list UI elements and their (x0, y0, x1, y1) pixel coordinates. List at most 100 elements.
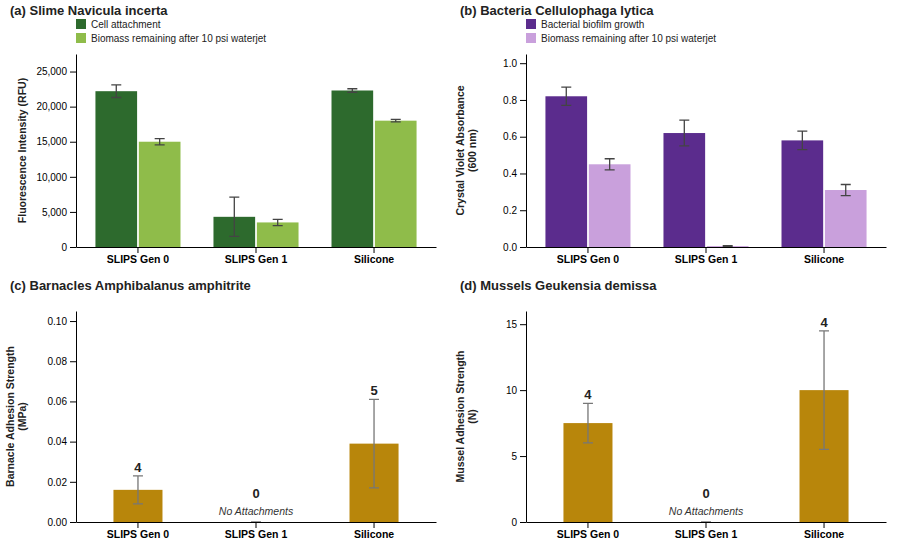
plot-area (545, 87, 866, 247)
y-tick-mark (70, 212, 76, 213)
y-tick-label: 0.8 (503, 95, 517, 106)
y-tick-label: 25,000 (36, 66, 67, 77)
legend-item: Cell attachment (76, 19, 161, 30)
x-tick-mark (706, 247, 707, 253)
bar (782, 140, 824, 247)
bar (332, 90, 374, 247)
error-bar (841, 185, 851, 196)
legend: Cell attachment Biomass remaining after 1… (76, 19, 266, 44)
error-bar (229, 197, 239, 236)
x-tick-label: Silicone (804, 528, 844, 540)
error-bar (605, 159, 615, 170)
count-label: 4 (134, 460, 142, 475)
bar (375, 121, 417, 247)
y-tick-mark (520, 247, 526, 248)
x-tick-label: SLIPS Gen 0 (107, 528, 170, 540)
y-tick-mark (70, 522, 76, 523)
y-axis-title-line: Fluorescence Intensity (RFU) (16, 78, 28, 223)
error-bar (561, 87, 571, 105)
y-tick-label: 0.10 (48, 316, 68, 327)
x-tick: SLIPS Gen 1 (675, 522, 738, 540)
x-tick-mark (374, 247, 375, 253)
error-bar (583, 403, 593, 443)
y-tick: 0 (61, 242, 76, 253)
y-tick-mark (70, 142, 76, 143)
y-axis-title-line: (600 nm) (466, 129, 478, 172)
y-tick-mark (520, 324, 526, 325)
y-tick: 0.08 (48, 356, 76, 367)
chart-title: (a) Slime Navicula incerta (10, 3, 168, 18)
plot-area (113, 399, 398, 522)
y-tick-label: 0.08 (48, 356, 68, 367)
y-tick: 0.10 (48, 316, 76, 327)
bar (589, 164, 631, 247)
y-tick-mark (70, 177, 76, 178)
x-tick-label: SLIPS Gen 0 (557, 253, 620, 265)
x-tick: Silicone (354, 247, 394, 265)
y-axis: 05,00010,00015,00020,00025,000 (36, 55, 76, 253)
y-axis-title: Fluorescence Intensity (RFU) (16, 78, 28, 223)
x-tick-mark (137, 247, 138, 253)
y-axis-line (526, 312, 527, 523)
bar (663, 133, 705, 247)
annotation: No Attachments (219, 505, 294, 517)
y-tick-mark (520, 173, 526, 174)
x-tick: SLIPS Gen 1 (675, 247, 738, 265)
x-tick-label: SLIPS Gen 0 (107, 253, 170, 265)
y-tick: 0.8 (503, 95, 526, 106)
y-axis-title-line: Barnacle Adhesion Strength (4, 346, 16, 487)
x-axis: SLIPS Gen 0SLIPS Gen 1Silicone (77, 522, 437, 540)
x-tick: Silicone (804, 522, 844, 540)
y-tick: 10 (506, 385, 526, 396)
plot-area (95, 85, 416, 247)
y-axis-title-line: (MPa) (16, 402, 28, 431)
y-tick-label: 5 (511, 451, 517, 462)
y-axis: 0.00 0.02 0.04 0.06 0.08 0.10 (48, 312, 77, 528)
y-tick: 0.2 (503, 205, 526, 216)
count-label: 5 (370, 383, 377, 398)
y-tick: 0.00 (48, 517, 76, 528)
y-tick: 25,000 (36, 66, 76, 77)
y-tick-mark (70, 107, 76, 108)
legend-item: Bacterial biofilm growth (526, 19, 644, 30)
panel: (c) Barnacles Amphibalanus amphitrite 0.0… (4, 278, 437, 540)
x-tick-label: SLIPS Gen 0 (557, 528, 620, 540)
x-tick-mark (374, 522, 375, 528)
y-tick-label: 0.04 (48, 436, 68, 447)
y-tick: 0.06 (48, 396, 76, 407)
y-tick-mark (520, 456, 526, 457)
x-tick-label: Silicone (354, 253, 394, 265)
legend-swatch (526, 19, 536, 29)
bar (707, 246, 749, 247)
y-tick-label: 0.06 (48, 396, 68, 407)
y-axis-title: Mussel Adhesion Strength(N) (454, 350, 478, 482)
legend-label: Biomass remaining after 10 psi waterjet (91, 33, 266, 44)
y-tick-mark (520, 100, 526, 101)
chart-title: (c) Barnacles Amphibalanus amphitrite (10, 278, 251, 293)
y-tick: 0.6 (503, 131, 526, 142)
x-tick: SLIPS Gen 0 (557, 522, 620, 540)
annotation: No Attachments (669, 505, 744, 517)
y-tick-label: 0.2 (503, 205, 517, 216)
y-tick: 0 (511, 517, 526, 528)
legend-label: Bacterial biofilm growth (541, 19, 644, 30)
x-tick-mark (256, 247, 257, 253)
x-tick-label: SLIPS Gen 1 (675, 253, 738, 265)
legend-swatch (76, 19, 86, 29)
x-tick: SLIPS Gen 0 (107, 522, 170, 540)
bar (139, 142, 181, 247)
error-bar (111, 85, 121, 98)
y-tick: 0.0 (503, 242, 526, 253)
x-axis: SLIPS Gen 0 SLIPS Gen 1 Silicone (77, 247, 437, 265)
chart-title: (b) Bacteria Cellulophaga lytica (460, 3, 654, 18)
y-tick-mark (520, 522, 526, 523)
x-tick-label: SLIPS Gen 1 (225, 253, 288, 265)
error-bar (133, 476, 143, 504)
y-tick: 0.02 (48, 477, 76, 488)
x-tick-mark (824, 522, 825, 528)
y-tick: 1.0 (503, 58, 526, 69)
y-axis: 0.00.20.40.60.81.0 (503, 55, 526, 253)
count-label: 4 (820, 315, 828, 330)
y-tick-mark (520, 63, 526, 64)
error-bar (273, 219, 283, 225)
